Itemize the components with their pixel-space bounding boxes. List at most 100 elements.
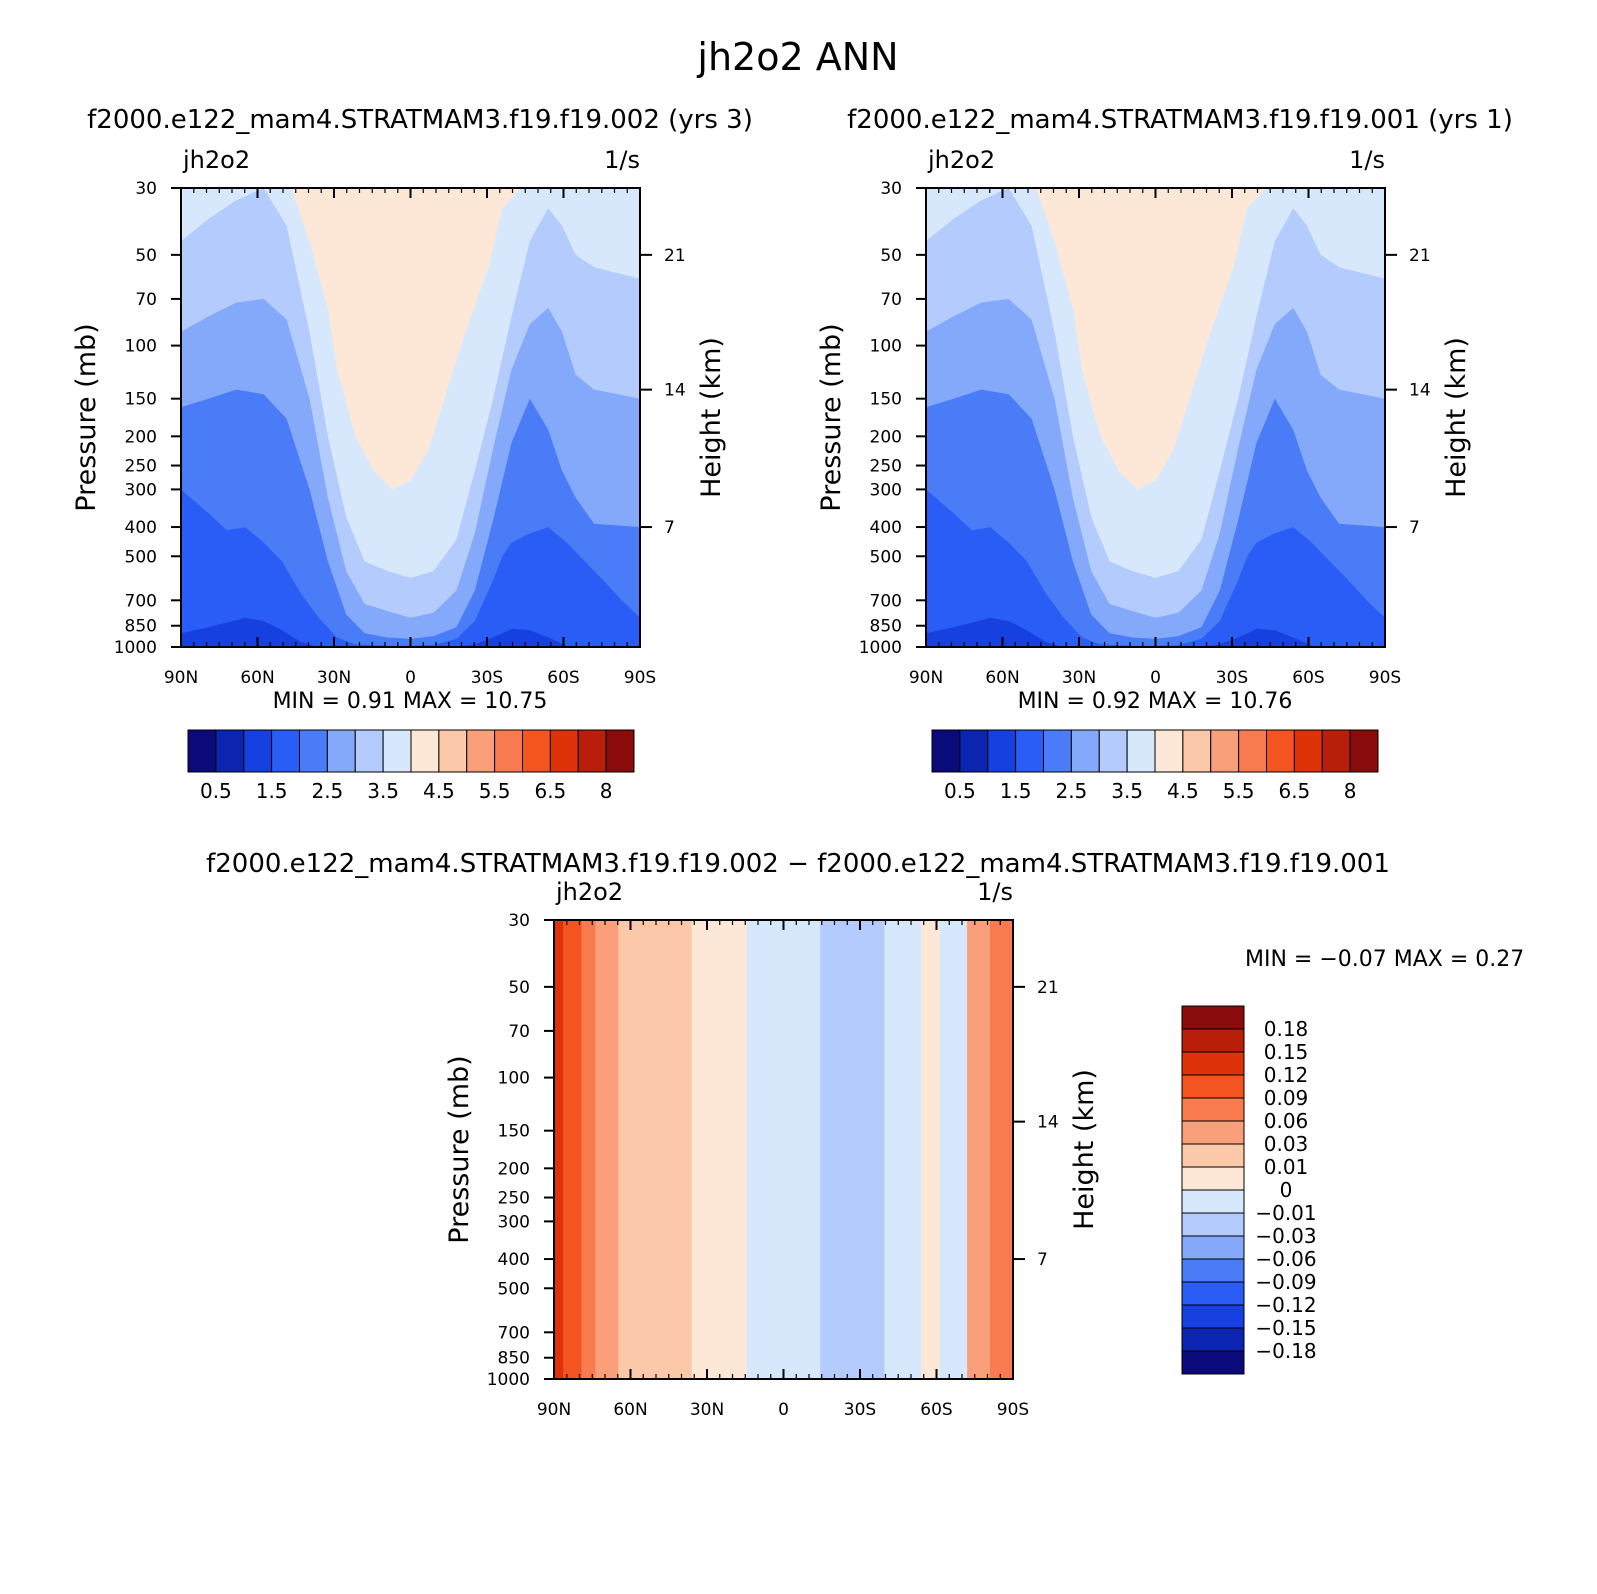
y-tick-label: 70 (508, 1022, 530, 1042)
units-label: 1/s (977, 878, 1013, 906)
panels: 90N 60N 30N 0 30S 60S 90S305070100150200250300… (71, 146, 1524, 1420)
x-tick-label: 90N (537, 1400, 571, 1420)
y-tick-label: 300 (498, 1212, 530, 1232)
colorbar-swatch (187, 729, 217, 773)
y2-tick-label: 21 (1037, 978, 1059, 998)
colorbar-swatch (1181, 1097, 1245, 1122)
contour-column-1 (563, 920, 583, 1379)
y-tick-label: 30 (880, 179, 902, 199)
colorbar-swatch (1266, 729, 1295, 773)
colorbar-swatch (1210, 729, 1240, 773)
colorbar-swatch (326, 729, 356, 773)
colorbar-label: −0.01 (1255, 1201, 1316, 1225)
colorbar-swatch (577, 729, 607, 773)
y-tick-label: 200 (870, 427, 902, 447)
min-max-label: MIN = −0.07 MAX = 0.27 (1245, 947, 1524, 972)
colorbar-label: 0.03 (1264, 1132, 1309, 1156)
y-tick-label: 100 (125, 337, 157, 357)
colorbar-label: 6.5 (534, 779, 566, 803)
colorbar-swatch (959, 729, 989, 773)
y-tick-label: 300 (870, 480, 902, 500)
x-tick-label: 30S (844, 1400, 876, 1420)
colorbar-label: 3.5 (1111, 779, 1143, 803)
y-tick-label: 1000 (487, 1370, 530, 1390)
contour-column-14 (990, 920, 1013, 1379)
contour-column-2 (581, 920, 596, 1379)
contour-column-3 (595, 920, 619, 1379)
colorbar-label: 2.5 (1055, 779, 1087, 803)
colorbar-2: 0.180.150.120.090.060.030.010−0.01−0.03−… (1181, 1005, 1317, 1375)
colorbar-swatch (494, 729, 523, 773)
plot-area-1 (926, 188, 1385, 647)
colorbar-swatch (1181, 1120, 1245, 1145)
panel-b-title: f2000.e122_mam4.STRATMAM3.f19.f19.001 (y… (847, 105, 1513, 135)
contour-column-5 (654, 920, 693, 1379)
y-tick-label: 1000 (859, 638, 902, 658)
colorbar-swatch (1181, 1189, 1245, 1214)
units-label: 1/s (1349, 146, 1385, 174)
contour-band-5 (181, 617, 640, 647)
colorbar-swatch (1181, 1327, 1245, 1352)
panel-a-title: f2000.e122_mam4.STRATMAM3.f19.f19.002 (y… (87, 105, 753, 135)
x-tick-label: 90S (624, 668, 656, 688)
colorbar-label: 0 (1280, 1178, 1293, 1202)
x-tick-label: 60N (985, 668, 1019, 688)
y2-tick-label: 14 (664, 381, 686, 401)
y-tick-label: 30 (135, 179, 157, 199)
x-tick-label: 0 (405, 668, 416, 688)
variable-label: jh2o2 (927, 146, 995, 174)
colorbar-swatch (1181, 1166, 1245, 1191)
y-tick-label: 30 (508, 911, 530, 931)
colorbar-0: 0.5 1.5 2.5 3.5 4.5 5.5 6.5 8 (187, 729, 635, 803)
panel-1: 90N 60N 30N 0 30S 60S 90S 30 50 70 100 150 200 250 300… (816, 146, 1472, 803)
x-tick-label: 30N (690, 1400, 724, 1420)
y-tick-label: 100 (498, 1069, 530, 1089)
contour-column-10 (884, 920, 922, 1379)
y-tick-label: 300 (125, 480, 157, 500)
contour-column-4 (618, 920, 656, 1379)
colorbar-1: 0.5 1.5 2.5 3.5 4.5 5.5 6.5 8 (931, 729, 1379, 803)
y2-tick-label: 21 (1409, 246, 1431, 266)
colorbar-label: 0.5 (200, 779, 232, 803)
colorbar-label: 4.5 (1167, 779, 1199, 803)
colorbar-swatch (1349, 729, 1379, 773)
y2-tick-label: 7 (664, 518, 675, 538)
colorbar-swatch (1293, 729, 1323, 773)
colorbar-label: 0.12 (1264, 1063, 1309, 1087)
x-tick-label: 90S (1369, 668, 1401, 688)
y-tick-label: 250 (870, 457, 902, 477)
colorbar-label: 1.5 (256, 779, 288, 803)
colorbar-swatch (466, 729, 496, 773)
x-tick-label: 30N (1062, 668, 1096, 688)
y-tick-label: 700 (870, 591, 902, 611)
x-tick-label: 30N (317, 668, 351, 688)
colorbar-label: 0.09 (1264, 1086, 1309, 1110)
contour-band-5 (926, 617, 1385, 647)
contour-column-8 (783, 920, 821, 1379)
y2-axis-label: Height (km) (696, 337, 727, 498)
x-tick-label: 90S (997, 1400, 1029, 1420)
contour-column-11 (921, 920, 941, 1379)
y2-tick-label: 7 (1037, 1250, 1048, 1270)
y-tick-label: 400 (125, 518, 157, 538)
y-axis-label: Pressure (mb) (71, 323, 102, 511)
colorbar-label: −0.12 (1255, 1293, 1316, 1317)
y-tick-label: 250 (498, 1189, 530, 1209)
colorbar-swatch (987, 729, 1017, 773)
contour-column-7 (746, 920, 784, 1379)
y-tick-label: 50 (135, 246, 157, 266)
y-tick-label: 50 (880, 246, 902, 266)
variable-label: jh2o2 (182, 146, 250, 174)
y-tick-label: 850 (870, 617, 902, 637)
x-tick-label: 60S (547, 668, 579, 688)
colorbar-label: 3.5 (367, 779, 399, 803)
colorbar-label: 5.5 (479, 779, 511, 803)
colorbar-label: 0.06 (1264, 1109, 1309, 1133)
x-tick-label: 60S (1292, 668, 1324, 688)
contour-column-12 (939, 920, 968, 1379)
colorbar-swatch (1181, 1028, 1245, 1053)
colorbar-label: 4.5 (423, 779, 455, 803)
colorbar-swatch (410, 729, 440, 773)
colorbar-label: −0.09 (1255, 1270, 1316, 1294)
